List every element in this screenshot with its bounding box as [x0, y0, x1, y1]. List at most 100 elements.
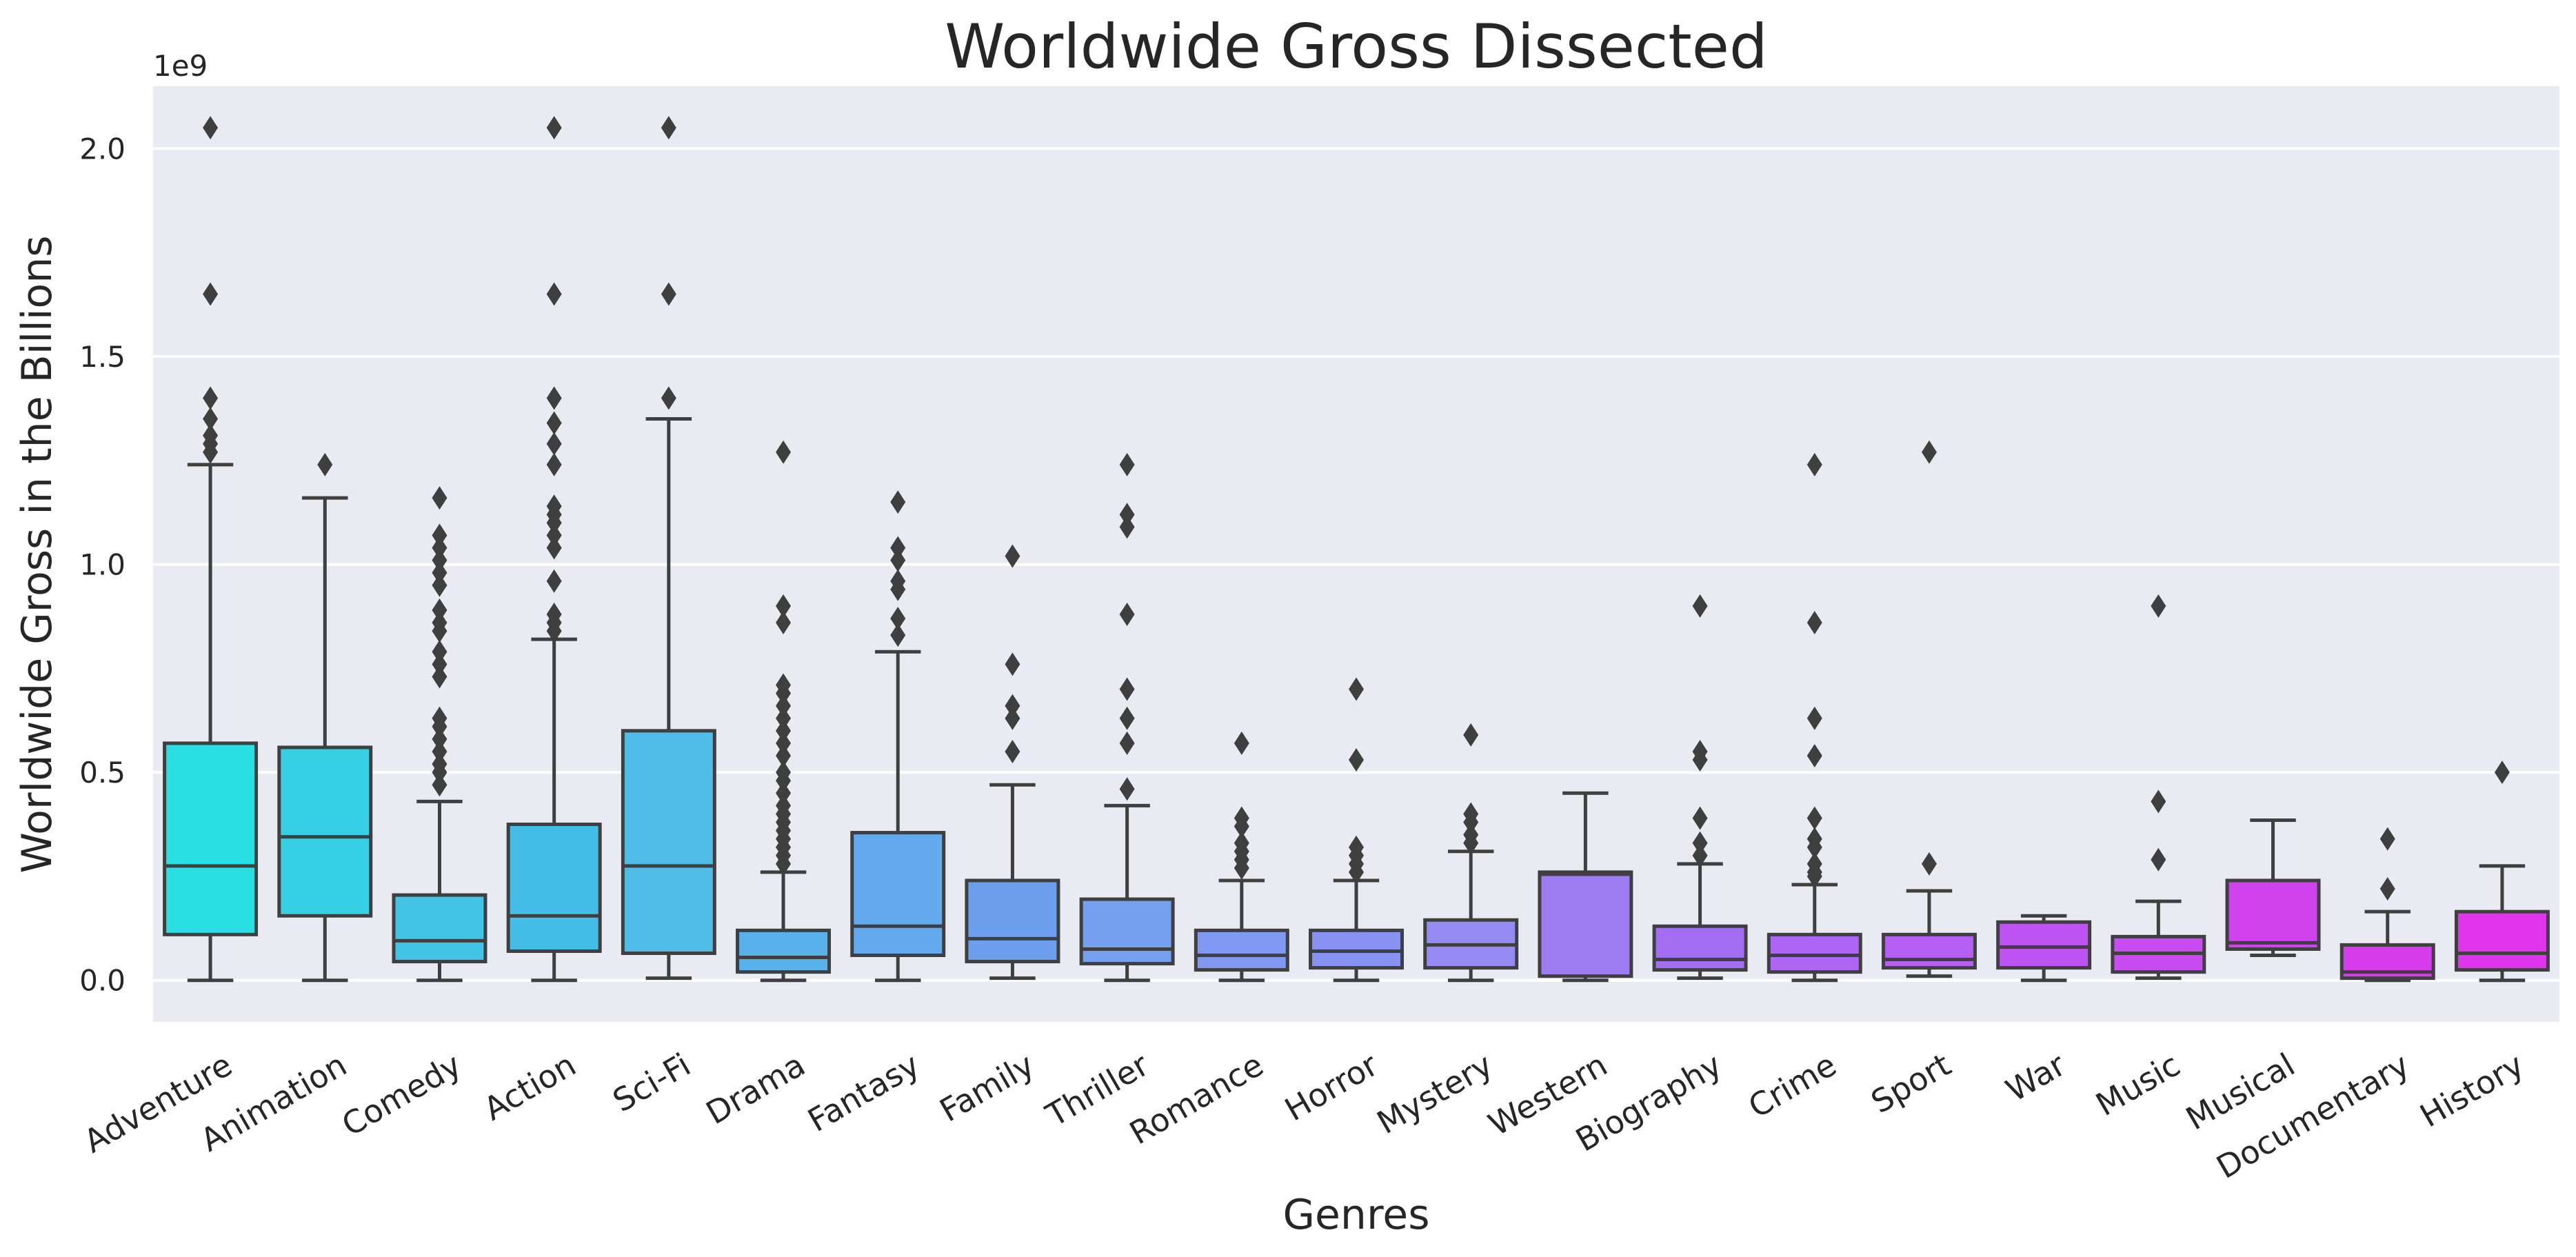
- box-group-action: [506, 116, 602, 983]
- iqr-box: [850, 831, 946, 958]
- outlier-point: [1463, 802, 1479, 826]
- outlier-point: [432, 536, 447, 560]
- outlier-point: [890, 623, 906, 647]
- outlier-point: [776, 594, 792, 618]
- box-group-history: [2454, 761, 2550, 983]
- iqr-box: [1652, 924, 1748, 972]
- iqr-box: [1079, 897, 1175, 966]
- outlier-point: [317, 452, 333, 476]
- x-tick-label: History: [2414, 1046, 2530, 1135]
- iqr-box: [621, 729, 716, 955]
- outlier-point: [1119, 706, 1135, 730]
- y-tick-label: 1.5: [79, 340, 125, 374]
- iqr-box: [2225, 878, 2321, 951]
- outlier-point: [203, 116, 219, 140]
- outlier-point: [203, 423, 219, 448]
- outlier-point: [1234, 806, 1249, 830]
- iqr-box: [1996, 920, 2092, 970]
- outlier-point: [1349, 835, 1364, 859]
- outlier-point: [1005, 544, 1020, 568]
- x-tick-label: Fantasy: [801, 1046, 925, 1139]
- outlier-point: [432, 739, 447, 763]
- y-tick-label: 1.0: [79, 548, 125, 582]
- y-tick-label: 2.0: [79, 132, 125, 165]
- outlier-point: [1921, 852, 1937, 876]
- outlier-point: [776, 611, 792, 635]
- outlier-point: [546, 494, 562, 519]
- box-group-family: [965, 544, 1060, 981]
- outlier-point: [546, 602, 562, 626]
- outlier-point: [432, 486, 447, 510]
- x-axis-label: Genres: [1283, 1191, 1430, 1239]
- y-axis-label: Worldwide Gross in the Billions: [13, 235, 61, 873]
- outlier-point: [546, 432, 562, 456]
- outlier-point: [1119, 602, 1135, 626]
- y-tick-labels: 0.0 0.5 1.0 1.5 2.0: [79, 132, 125, 997]
- outlier-point: [2494, 761, 2510, 785]
- outlier-point: [432, 752, 447, 776]
- outlier-point: [1005, 652, 1020, 676]
- outlier-point: [2151, 790, 2166, 814]
- outlier-point: [776, 794, 792, 818]
- outlier-point: [1349, 748, 1364, 772]
- box-group-war: [1996, 914, 2092, 983]
- iqr-box: [163, 741, 259, 936]
- iqr-box: [277, 745, 373, 918]
- outlier-point: [1005, 706, 1020, 730]
- iqr-box: [392, 893, 487, 964]
- outlier-point: [432, 727, 447, 751]
- outlier-point: [1119, 777, 1135, 801]
- box-group-western: [1538, 791, 1633, 983]
- outlier-point: [1234, 831, 1249, 855]
- outlier-point: [661, 116, 676, 140]
- outlier-point: [432, 598, 447, 622]
- x-tick-label: Mystery: [1371, 1046, 1499, 1141]
- outlier-point: [546, 386, 562, 410]
- chart-title: Worldwide Gross Dissected: [945, 11, 1767, 82]
- box-group-comedy: [392, 486, 487, 983]
- x-tick-label: Horror: [1278, 1046, 1384, 1129]
- box-group-crime: [1767, 452, 1862, 983]
- outlier-point: [1463, 823, 1479, 847]
- outlier-point: [776, 761, 792, 785]
- outlier-point: [1807, 806, 1822, 830]
- outlier-point: [546, 523, 562, 547]
- x-tick-label: Sci-Fi: [607, 1046, 697, 1120]
- outlier-point: [432, 665, 447, 689]
- box-group-thriller: [1079, 452, 1175, 983]
- outlier-point: [432, 773, 447, 797]
- outlier-point: [546, 411, 562, 435]
- iqr-box: [1881, 932, 1977, 970]
- outlier-point: [776, 718, 792, 743]
- outlier-point: [776, 731, 792, 755]
- outlier-point: [1807, 452, 1822, 476]
- outlier-point: [1692, 806, 1708, 830]
- outlier-point: [1692, 831, 1708, 855]
- outlier-point: [1119, 677, 1135, 701]
- box-group-horror: [1309, 677, 1404, 983]
- outlier-point: [1807, 852, 1822, 876]
- box-group-sci-fi: [621, 116, 716, 981]
- outlier-point: [1807, 744, 1822, 768]
- outlier-point: [1119, 503, 1135, 527]
- iqr-box: [506, 823, 602, 953]
- outlier-point: [776, 744, 792, 768]
- box-group-musical: [2225, 818, 2321, 958]
- box-group-biography: [1652, 594, 1748, 981]
- outlier-point: [890, 490, 906, 514]
- outlier-point: [1807, 827, 1822, 851]
- box-group-documentary: [2339, 827, 2435, 983]
- boxes-layer: [163, 116, 2550, 983]
- iqr-box: [2454, 909, 2550, 972]
- box-group-animation: [277, 452, 373, 983]
- box-group-mystery: [1423, 723, 1519, 983]
- box-group-adventure: [163, 116, 259, 983]
- box-group-music: [2111, 594, 2206, 981]
- outlier-point: [1119, 452, 1135, 476]
- outlier-point: [661, 386, 676, 410]
- outlier-point: [1463, 723, 1479, 747]
- outlier-point: [203, 386, 219, 410]
- outlier-point: [432, 561, 447, 585]
